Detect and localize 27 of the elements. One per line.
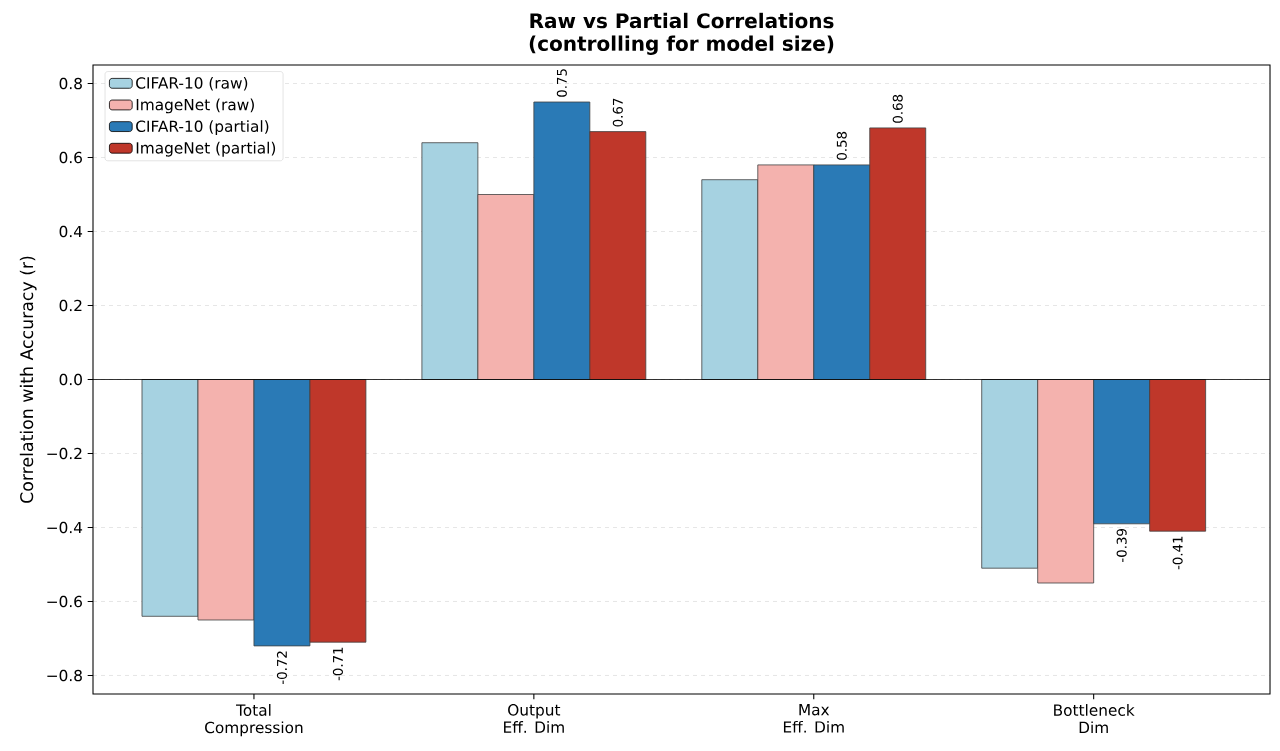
x-tick-label: Total Compression xyxy=(205,704,303,737)
data-label: -0.39 xyxy=(1116,529,1127,562)
y-tick-label: 0.2 xyxy=(59,299,82,312)
y-tick-label: 0.0 xyxy=(59,373,82,386)
data-label: -0.41 xyxy=(1172,536,1183,570)
data-label: -0.72 xyxy=(276,651,287,685)
x-tick-label: Max Eff. Dim xyxy=(783,704,844,733)
legend-label: ImageNet (partial) xyxy=(136,141,276,157)
legend-label: ImageNet (raw) xyxy=(136,98,254,114)
y-tick-label: −0.6 xyxy=(47,595,82,608)
data-label: -0.71 xyxy=(332,647,343,681)
y-tick-label: 0.4 xyxy=(59,225,83,238)
data-label: 0.67 xyxy=(612,98,623,127)
y-tick-label: −0.8 xyxy=(47,669,82,682)
data-label: 0.68 xyxy=(892,94,903,123)
chart-title: Raw vs Partial Correlations (controlling for model size) xyxy=(529,12,834,55)
y-tick-label: 0.6 xyxy=(59,151,82,164)
x-tick-label: Bottleneck Dim xyxy=(1054,704,1135,734)
y-tick-label: 0.8 xyxy=(59,77,82,90)
data-label: 0.75 xyxy=(556,69,567,97)
y-tick-label: −0.2 xyxy=(47,447,82,460)
y-tick-label: −0.4 xyxy=(47,521,83,534)
y-axis-title: Correlation with Accuracy (r) xyxy=(19,256,37,503)
legend-label: CIFAR-10 (partial) xyxy=(136,120,269,135)
legend-label: CIFAR-10 (raw) xyxy=(136,76,248,91)
data-label: 0.58 xyxy=(836,131,847,160)
x-tick-label: Output Eff. Dim xyxy=(504,704,564,733)
